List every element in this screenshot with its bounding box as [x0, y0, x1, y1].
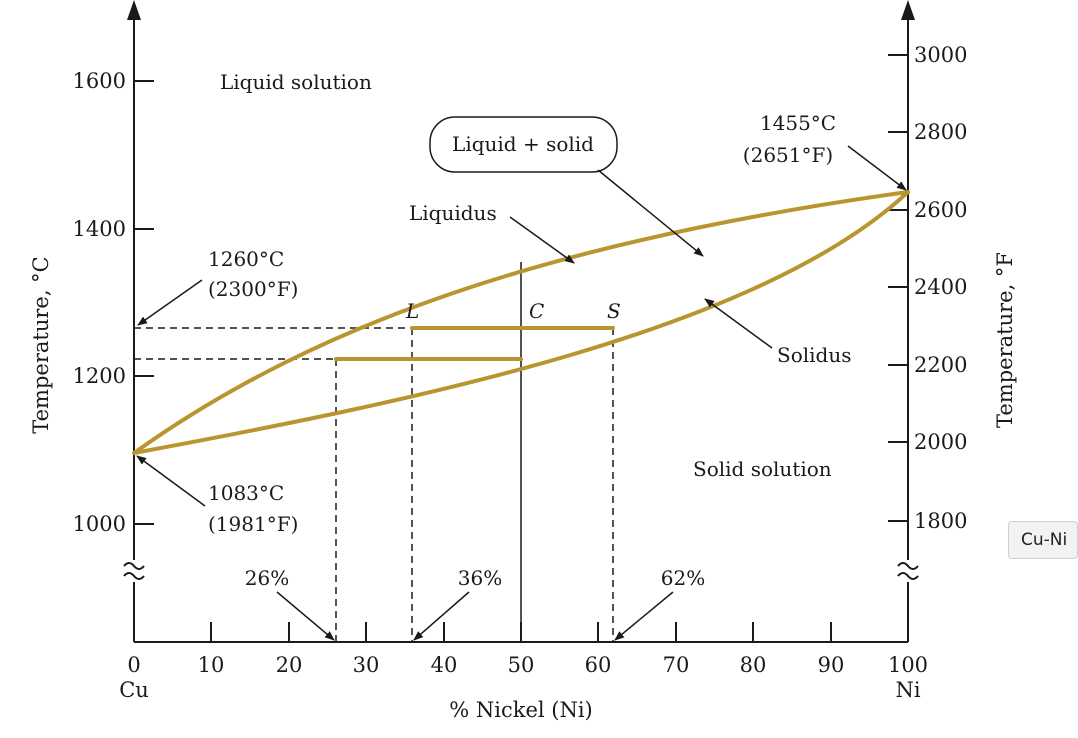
- right-tick-label-2600: 2600: [914, 198, 967, 222]
- right-axis-arrow: [901, 0, 915, 20]
- cu-melting-point-f: (1981°F): [208, 512, 298, 536]
- point-s-label: S: [607, 299, 621, 323]
- liquid-solution-label: Liquid solution: [220, 70, 372, 94]
- composition-62-arrow: [614, 591, 674, 641]
- solid-solution-label: Solid solution: [693, 457, 832, 481]
- liquidus-label: Liquidus: [409, 201, 497, 225]
- composition-36-label: 36%: [458, 566, 502, 590]
- temp-1260-arrow: [137, 279, 203, 326]
- right-tick-label-3000: 3000: [914, 43, 967, 67]
- temp-1260-c: 1260°C: [208, 247, 284, 271]
- right-temperature-axis: 1800 2000 2200 2400 2600 2800 3000 Tempe…: [888, 0, 1017, 642]
- left-tick-label-1400: 1400: [73, 217, 126, 241]
- composition-36-arrow: [413, 591, 470, 641]
- liquidus-curve: [132, 190, 910, 455]
- composition-26-label: 26%: [245, 566, 289, 590]
- left-temperature-axis: 1000 1200 1400 1600 Temperature, °C: [29, 0, 154, 642]
- composition-62-label: 62%: [661, 566, 705, 590]
- bottom-tick-label-30: 30: [353, 653, 380, 677]
- liquid-solid-box: [429, 116, 618, 173]
- right-tick-label-2000: 2000: [914, 430, 967, 454]
- liquid-solid-arrow: [597, 169, 704, 257]
- right-tick-label-2800: 2800: [914, 120, 967, 144]
- point-l-label: L: [405, 299, 419, 323]
- left-axis-arrow: [127, 0, 141, 20]
- liquid-solid-callout: Liquid + solid: [429, 116, 704, 257]
- left-tick-label-1600: 1600: [73, 69, 126, 93]
- solidus-arrow: [704, 298, 773, 349]
- construction-lines: [134, 327, 614, 642]
- phase-curves: [132, 190, 910, 455]
- bottom-tick-label-50: 50: [508, 653, 535, 677]
- composition-axis: 0 10 20 30 40 50 60 70 80 90 100 Cu Ni %…: [119, 622, 928, 722]
- bottom-tick-label-0: 0: [127, 653, 140, 677]
- cu-melting-point-arrow: [136, 455, 206, 507]
- bottom-tick-label-80: 80: [740, 653, 767, 677]
- right-tick-label-1800: 1800: [914, 509, 967, 533]
- composition-26-arrow: [276, 591, 335, 641]
- bottom-tick-label-100: 100: [888, 653, 928, 677]
- ni-melting-point-c: 1455°C: [760, 111, 836, 135]
- right-tick-label-2400: 2400: [914, 275, 967, 299]
- left-axis-break: [123, 562, 145, 580]
- cu-melting-point-c: 1083°C: [208, 481, 284, 505]
- ni-end-label: Ni: [895, 678, 920, 702]
- right-tick-label-2200: 2200: [914, 353, 967, 377]
- x-axis-title: % Nickel (Ni): [449, 698, 593, 722]
- left-tick-label-1000: 1000: [73, 512, 126, 536]
- point-c-label: C: [529, 299, 544, 323]
- liquidus-arrow: [509, 216, 575, 264]
- bottom-tick-label-90: 90: [818, 653, 845, 677]
- temp-1260-f: (2300°F): [208, 277, 298, 301]
- bottom-tick-label-70: 70: [663, 653, 690, 677]
- left-tick-label-1200: 1200: [73, 364, 126, 388]
- bottom-tick-label-60: 60: [585, 653, 612, 677]
- right-axis-title: Temperature, °F: [993, 252, 1017, 428]
- cu-end-label: Cu: [119, 678, 149, 702]
- left-axis-title: Temperature, °C: [29, 256, 53, 434]
- bottom-tick-label-40: 40: [431, 653, 458, 677]
- bottom-tick-label-20: 20: [276, 653, 303, 677]
- right-axis-break: [897, 562, 919, 580]
- ni-melting-point-arrow: [847, 145, 907, 191]
- hover-tooltip: Cu-Ni: [1008, 521, 1078, 559]
- ni-melting-point-f: (2651°F): [743, 143, 833, 167]
- solidus-label: Solidus: [777, 343, 851, 367]
- bottom-tick-label-10: 10: [198, 653, 225, 677]
- liquid-solid-label: Liquid + solid: [452, 132, 594, 156]
- solidus-curve: [132, 190, 910, 455]
